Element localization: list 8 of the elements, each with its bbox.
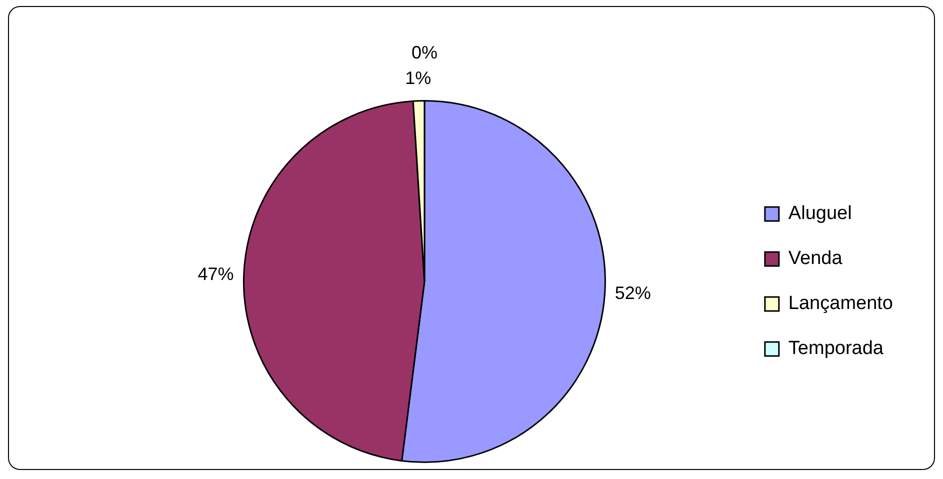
legend-label: Aluguel (788, 203, 852, 224)
legend-label: Venda (788, 248, 843, 270)
text: 0% (411, 42, 438, 63)
data-label: 52% (614, 283, 651, 304)
data-label: 47% (198, 264, 234, 284)
legend-label: Lançamento (788, 293, 894, 314)
data-label: 1% (405, 68, 432, 88)
legend-label: Temporada (788, 338, 884, 360)
